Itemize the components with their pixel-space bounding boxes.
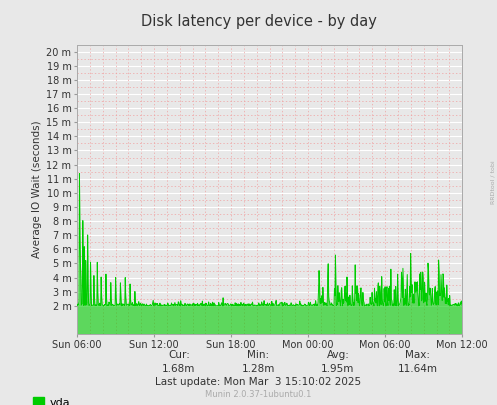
Text: 11.64m: 11.64m — [398, 364, 437, 374]
Text: Avg:: Avg: — [327, 350, 349, 360]
Text: Cur:: Cur: — [168, 350, 190, 360]
Y-axis label: Average IO Wait (seconds): Average IO Wait (seconds) — [32, 121, 42, 258]
Text: 1.28m: 1.28m — [242, 364, 275, 374]
Text: Min:: Min: — [248, 350, 269, 360]
Legend: vda: vda — [32, 397, 70, 405]
Text: Munin 2.0.37-1ubuntu0.1: Munin 2.0.37-1ubuntu0.1 — [205, 390, 312, 399]
Text: RRDtool / tobi: RRDtool / tobi — [491, 160, 496, 204]
Text: 1.68m: 1.68m — [162, 364, 196, 374]
Text: 1.95m: 1.95m — [321, 364, 355, 374]
Text: Disk latency per device - by day: Disk latency per device - by day — [141, 14, 376, 29]
Text: Max:: Max: — [405, 350, 430, 360]
Text: Last update: Mon Mar  3 15:10:02 2025: Last update: Mon Mar 3 15:10:02 2025 — [156, 377, 361, 387]
